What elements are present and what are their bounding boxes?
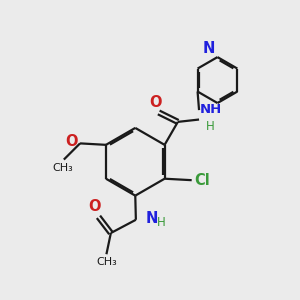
Text: O: O: [149, 94, 161, 110]
Text: O: O: [89, 200, 101, 214]
Text: NH: NH: [200, 103, 222, 116]
Text: CH₃: CH₃: [96, 257, 117, 267]
Text: O: O: [65, 134, 78, 149]
Text: H: H: [206, 119, 214, 133]
Text: N: N: [145, 211, 158, 226]
Text: N: N: [202, 40, 214, 56]
Text: H: H: [157, 216, 166, 229]
Text: Cl: Cl: [194, 173, 210, 188]
Text: CH₃: CH₃: [52, 163, 73, 172]
